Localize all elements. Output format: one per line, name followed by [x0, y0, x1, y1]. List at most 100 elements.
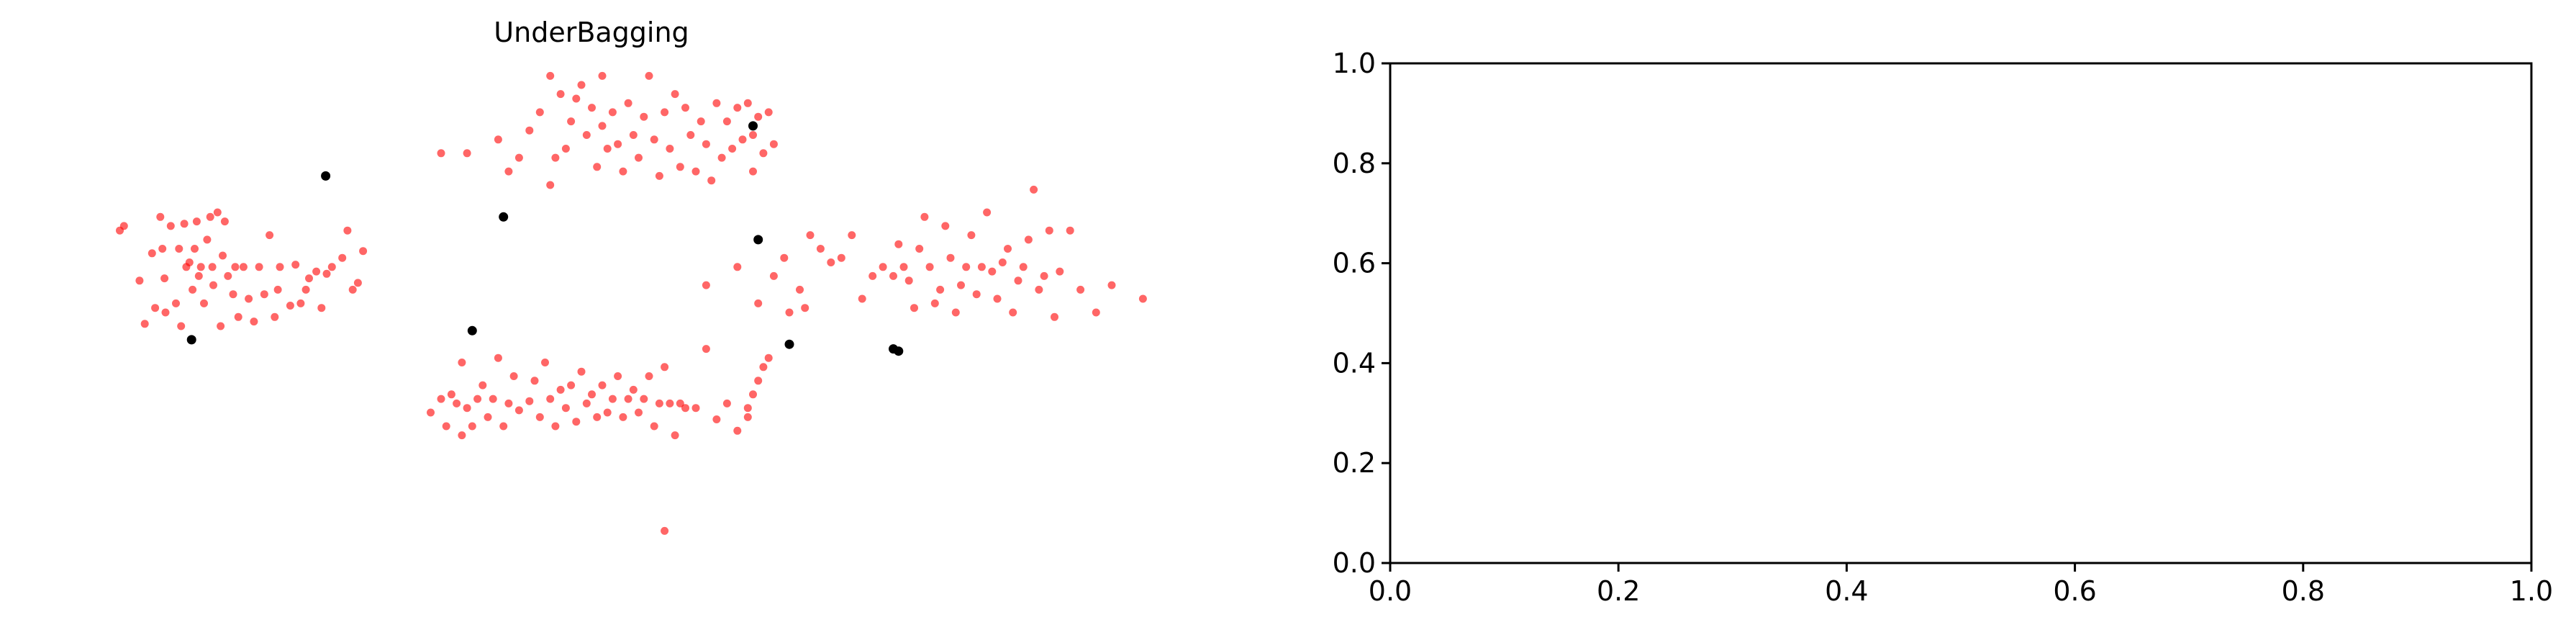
red-point-188 [894, 240, 903, 248]
y-tick-label-2: 0.4 [1333, 347, 1376, 379]
red-point-224 [1138, 294, 1147, 303]
red-point-31 [224, 271, 232, 280]
red-point-72 [514, 406, 523, 415]
red-point-21 [196, 263, 205, 271]
red-point-93 [629, 385, 638, 394]
red-point-160 [722, 117, 731, 126]
red-point-88 [603, 408, 612, 417]
red-point-86 [593, 413, 602, 421]
red-point-54 [343, 226, 352, 235]
red-point-59 [447, 390, 455, 399]
red-point-223 [1107, 281, 1116, 289]
red-point-62 [463, 404, 471, 413]
red-point-134 [588, 104, 596, 112]
red-point-119 [437, 149, 445, 158]
red-point-51 [322, 269, 331, 278]
red-point-184 [858, 294, 866, 303]
red-point-36 [245, 294, 253, 303]
x-tick-label-3: 0.6 [2053, 575, 2096, 607]
red-point-83 [577, 367, 586, 376]
red-point-7 [158, 245, 167, 253]
red-point-130 [567, 117, 576, 126]
red-point-29 [219, 251, 227, 260]
red-point-20 [194, 271, 203, 280]
black-point-8 [894, 346, 904, 356]
red-point-215 [1035, 285, 1043, 294]
red-point-148 [661, 108, 669, 117]
right-empty-plot: 0.0 0.2 0.4 0.6 0.8 1.0 0.0 0.2 0.4 0.6 0.8 1.0 [1333, 48, 2554, 607]
red-point-107 [722, 399, 731, 407]
red-point-111 [754, 377, 763, 385]
red-point-113 [764, 353, 773, 362]
red-point-176 [785, 308, 794, 317]
red-point-32 [229, 290, 237, 299]
red-point-22 [200, 299, 208, 307]
red-point-50 [317, 304, 326, 312]
red-point-197 [941, 222, 950, 230]
red-point-147 [655, 171, 663, 180]
red-point-106 [712, 415, 721, 423]
red-point-124 [525, 126, 534, 135]
red-point-170 [749, 167, 757, 176]
red-point-168 [764, 108, 773, 117]
red-point-61 [458, 359, 466, 366]
red-point-149 [666, 145, 674, 153]
red-point-178 [801, 304, 809, 312]
red-point-151 [676, 163, 684, 171]
red-point-161 [728, 145, 737, 153]
red-point-43 [276, 263, 284, 271]
red-point-91 [619, 413, 627, 421]
red-point-44 [286, 302, 294, 310]
x-tick-label-1: 0.2 [1597, 575, 1640, 607]
red-point-220 [1066, 226, 1074, 235]
red-point-133 [582, 131, 591, 139]
red-point-70 [504, 399, 513, 407]
red-point-218 [1051, 312, 1058, 321]
red-point-73 [525, 397, 534, 405]
red-point-199 [951, 308, 960, 317]
red-point-180 [816, 245, 825, 253]
red-point-2 [135, 276, 144, 285]
red-point-226 [702, 281, 710, 289]
red-point-207 [993, 294, 1002, 303]
red-point-137 [603, 145, 612, 153]
red-point-45 [291, 261, 300, 269]
red-point-140 [619, 167, 627, 176]
red-point-57 [359, 247, 368, 256]
red-point-156 [702, 140, 710, 148]
red-point-117 [427, 408, 435, 417]
red-point-84 [582, 399, 591, 407]
red-point-175 [780, 253, 789, 262]
red-point-16 [185, 258, 194, 266]
black-point-5 [753, 235, 763, 245]
x-tick-label-5: 1.0 [2510, 575, 2553, 607]
red-point-105 [702, 345, 710, 353]
red-point-78 [551, 422, 560, 431]
red-point-191 [910, 304, 918, 312]
red-point-182 [837, 253, 845, 262]
red-point-92 [624, 395, 632, 403]
red-point-190 [904, 276, 913, 285]
red-point-87 [598, 381, 607, 389]
red-point-196 [936, 285, 945, 294]
red-point-211 [1014, 276, 1022, 285]
red-point-213 [1024, 235, 1033, 244]
red-point-108 [733, 426, 742, 435]
red-point-67 [489, 395, 497, 403]
right-x-axis: 0.0 0.2 0.4 0.6 0.8 1.0 [1369, 563, 2553, 607]
red-point-69 [499, 422, 508, 431]
red-point-222 [1092, 308, 1100, 317]
red-point-153 [686, 131, 695, 139]
red-point-138 [608, 108, 617, 117]
red-point-1 [119, 222, 128, 230]
red-point-123 [514, 153, 523, 162]
red-point-6 [156, 212, 165, 221]
red-point-209 [1004, 245, 1012, 253]
red-point-101 [671, 431, 679, 440]
red-point-33 [231, 263, 240, 271]
red-point-90 [614, 372, 622, 380]
black-point-6 [784, 339, 794, 349]
red-point-135 [593, 163, 602, 171]
red-point-217 [1045, 226, 1053, 235]
red-point-131 [572, 94, 581, 103]
